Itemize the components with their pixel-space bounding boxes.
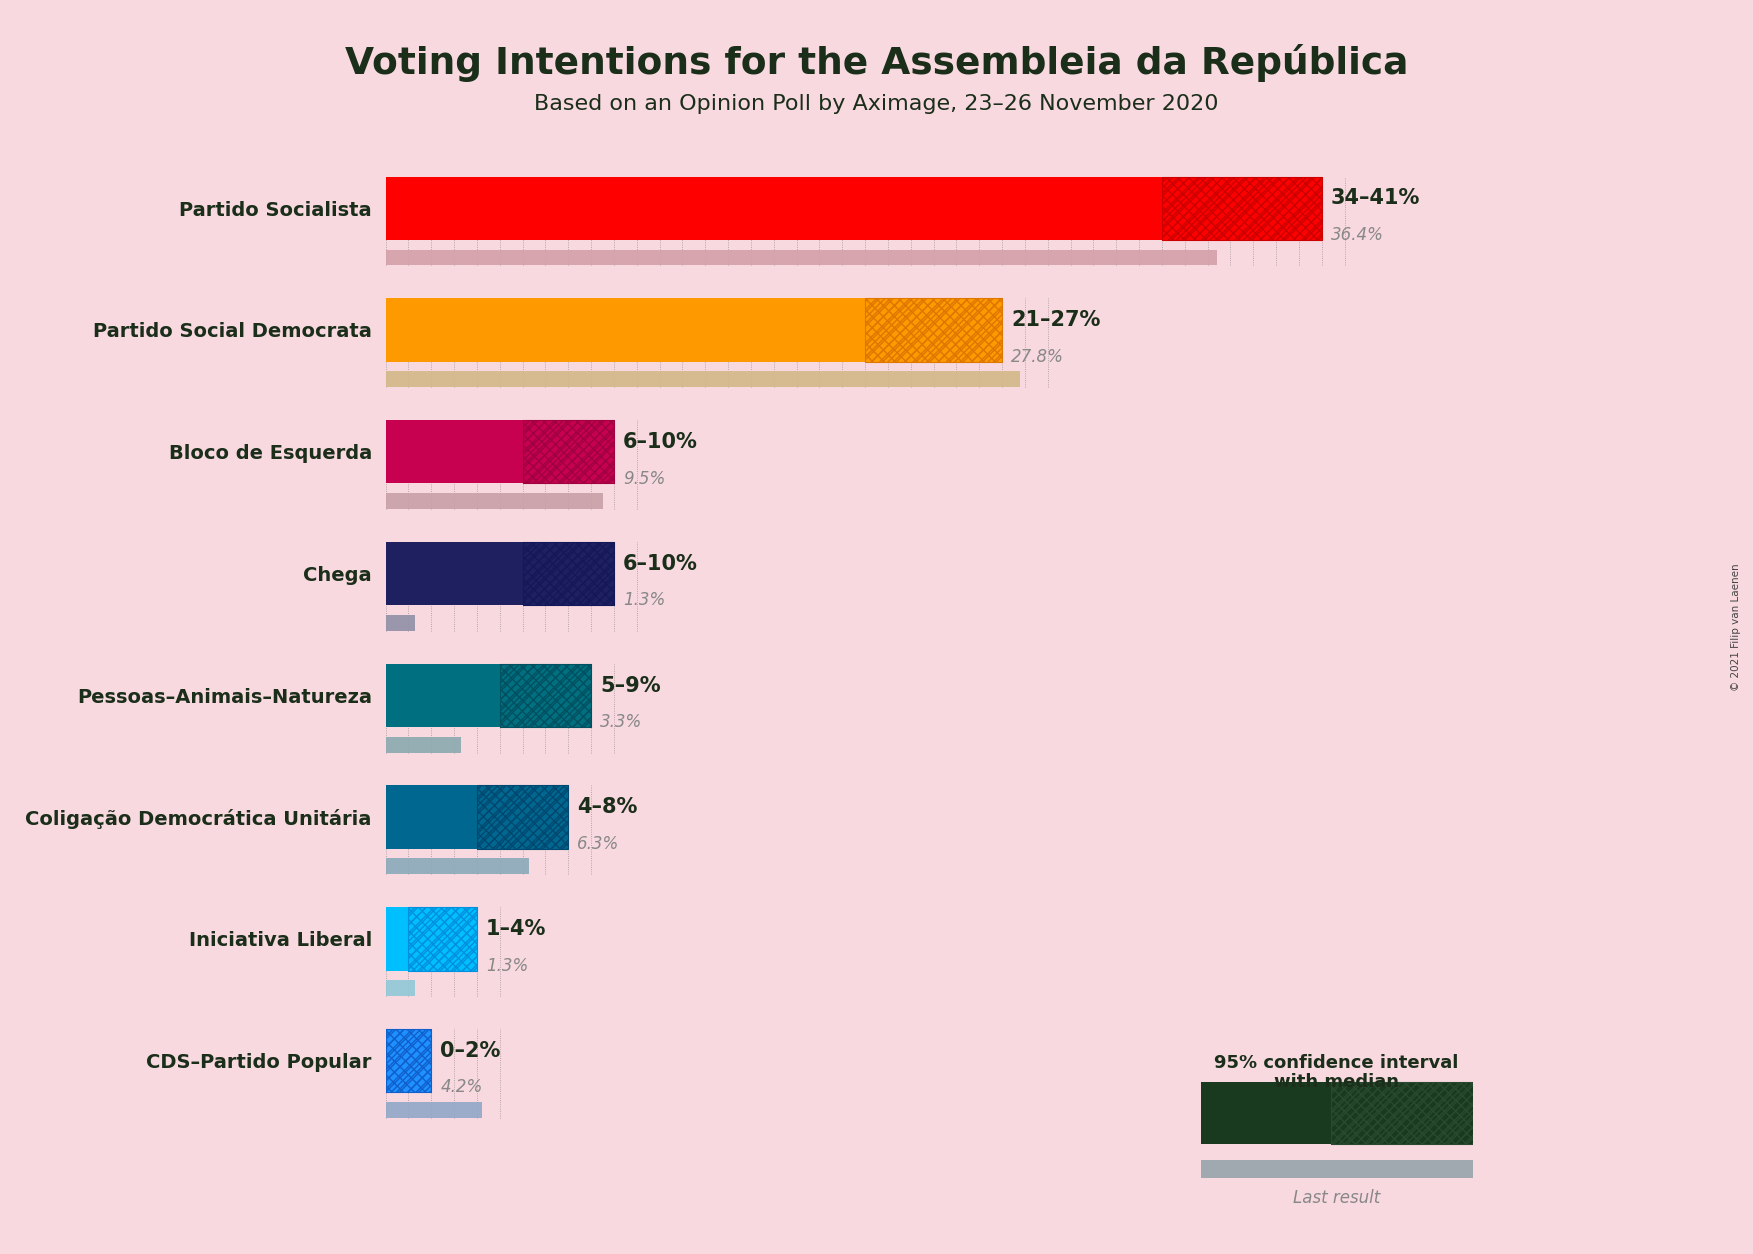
Text: Last result: Last result [1294, 1189, 1380, 1206]
Bar [386, 981, 415, 996]
Bar [386, 420, 522, 484]
Bar [477, 785, 568, 849]
Bar [1162, 177, 1322, 240]
Bar [386, 493, 603, 509]
Bar [386, 614, 415, 631]
Bar [386, 907, 408, 971]
Bar [864, 298, 1003, 361]
Bar [522, 420, 614, 484]
Bar [522, 420, 614, 484]
Text: 27.8%: 27.8% [1011, 347, 1064, 366]
Bar [477, 785, 568, 849]
Text: 1.3%: 1.3% [486, 957, 528, 974]
Bar [1331, 1082, 1473, 1144]
Bar [408, 907, 477, 971]
Bar [386, 1030, 431, 1092]
Text: Voting Intentions for the Assembleia da República: Voting Intentions for the Assembleia da … [345, 44, 1408, 82]
Bar [408, 907, 477, 971]
Text: Based on an Opinion Poll by Aximage, 23–26 November 2020: Based on an Opinion Poll by Aximage, 23–… [535, 94, 1218, 114]
Text: 4–8%: 4–8% [577, 798, 638, 818]
Bar [386, 736, 461, 752]
Bar [522, 420, 614, 484]
Bar [408, 907, 477, 971]
Bar [386, 177, 1162, 240]
Bar [1201, 1082, 1331, 1144]
Text: 4.2%: 4.2% [440, 1078, 482, 1096]
Text: 34–41%: 34–41% [1331, 188, 1420, 208]
Bar [1162, 177, 1322, 240]
Bar [522, 542, 614, 606]
Text: with median: with median [1274, 1073, 1399, 1091]
Bar [386, 859, 529, 874]
Bar [500, 663, 591, 727]
Bar [386, 1030, 431, 1092]
Bar [864, 298, 1003, 361]
Text: 9.5%: 9.5% [622, 469, 666, 488]
Text: 5–9%: 5–9% [600, 676, 661, 696]
Text: © 2021 Filip van Laenen: © 2021 Filip van Laenen [1730, 563, 1741, 691]
Bar [386, 298, 864, 361]
Bar [500, 663, 591, 727]
Bar [386, 1102, 482, 1117]
Bar [864, 298, 1003, 361]
Text: 0–2%: 0–2% [440, 1041, 501, 1061]
Bar [386, 371, 1020, 387]
Bar [386, 785, 477, 849]
Text: 95% confidence interval: 95% confidence interval [1215, 1055, 1458, 1072]
Bar [500, 663, 591, 727]
Bar [386, 250, 1217, 266]
Text: 6–10%: 6–10% [622, 433, 698, 451]
Bar [386, 1030, 431, 1092]
Text: 6–10%: 6–10% [622, 554, 698, 574]
Bar [386, 542, 522, 606]
Bar [1331, 1082, 1473, 1144]
Text: 36.4%: 36.4% [1331, 226, 1383, 245]
Bar [386, 663, 500, 727]
Bar [1162, 177, 1322, 240]
Text: 6.3%: 6.3% [577, 835, 619, 853]
Bar [522, 542, 614, 606]
Text: 21–27%: 21–27% [1011, 310, 1101, 330]
Bar [522, 542, 614, 606]
Text: 1–4%: 1–4% [486, 919, 547, 939]
Text: 1.3%: 1.3% [622, 592, 666, 609]
Text: 3.3%: 3.3% [600, 714, 643, 731]
Bar [477, 785, 568, 849]
